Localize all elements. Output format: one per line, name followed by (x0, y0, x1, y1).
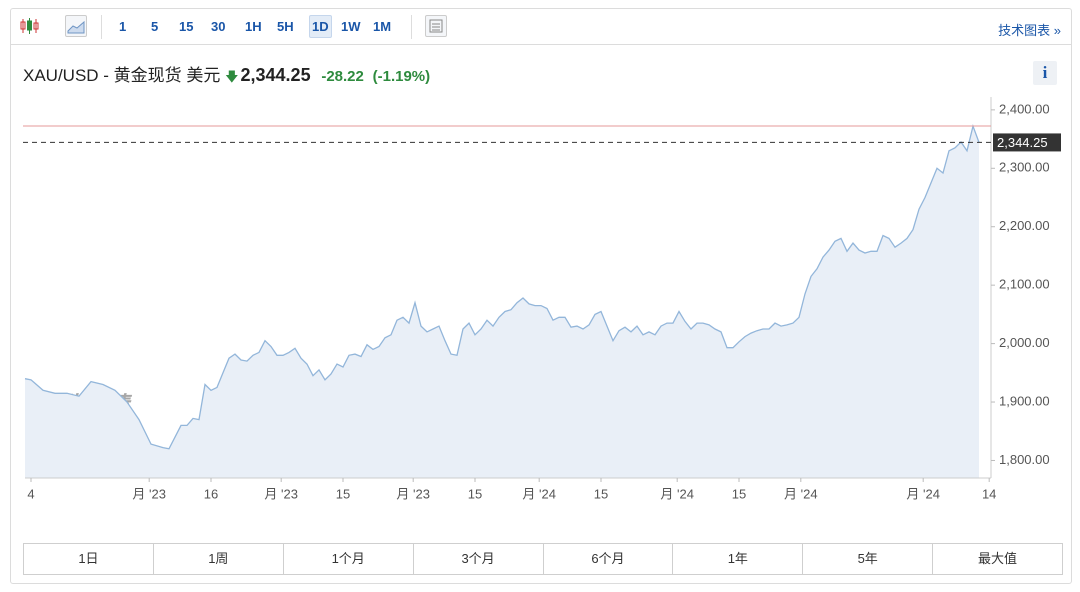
interval-button[interactable]: 1W (341, 19, 361, 34)
x-tick-label: 月 '23 (132, 486, 166, 501)
interval-button[interactable]: 30 (211, 19, 226, 34)
last-price-box (993, 133, 1061, 152)
range-bar: 1日 1周 1个月 3个月 6个月 1年 5年 最大值 (23, 543, 1063, 575)
y-tick-label: 1,800.00 (999, 452, 1050, 467)
interval-button[interactable]: 1H (245, 19, 262, 34)
symbol: XAU/USD - 黄金现货 美元 (23, 66, 221, 85)
interval-button[interactable]: 1 (119, 19, 127, 34)
x-tick-label: 15 (594, 486, 608, 501)
x-tick-label: 月 '24 (784, 486, 818, 501)
range-button[interactable]: 1个月 (284, 544, 414, 574)
price: 2,344.25 (240, 65, 311, 85)
range-button[interactable]: 6个月 (544, 544, 674, 574)
x-tick-label: 月 '24 (660, 486, 694, 501)
x-tick-label: 15 (336, 486, 350, 501)
x-tick-label: 16 (204, 486, 218, 501)
info-button[interactable]: i (1033, 61, 1057, 85)
interval-button[interactable]: 5 (151, 19, 159, 34)
change-pct: (-1.19%) (372, 68, 431, 85)
area-glyph (67, 20, 85, 34)
x-tick-label: 月 '24 (906, 486, 940, 501)
range-button[interactable]: 5年 (803, 544, 934, 574)
y-tick-label: 1,900.00 (999, 393, 1050, 408)
range-button[interactable]: 1日 (24, 544, 154, 574)
settings-glyph (429, 19, 443, 33)
y-tick-label: 2,000.00 (999, 335, 1050, 350)
candle-glyph (20, 18, 39, 34)
interval-button[interactable]: 1D (309, 15, 332, 38)
tech-chart-link[interactable]: 技术图表 » (998, 23, 1061, 38)
area-icon[interactable] (65, 15, 87, 37)
x-tick-label: 月 '24 (522, 486, 556, 501)
y-tick-label: 2,400.00 (999, 101, 1050, 116)
x-tick-label: 14 (982, 486, 996, 501)
x-tick-label: 15 (468, 486, 482, 501)
last-price-label: 2,344.25 (997, 135, 1048, 150)
interval-button[interactable]: 15 (179, 19, 194, 34)
quote-header: XAU/USD - 黄金现货 美元 🡇 2,344.25 -28.22 (-1.1… (23, 61, 430, 90)
price-line (24, 123, 980, 450)
settings-icon[interactable] (425, 15, 447, 37)
x-tick-label: 4 (27, 486, 34, 501)
separator (101, 15, 102, 39)
down-arrow: 🡇 (225, 69, 239, 84)
interval-button[interactable]: 1M (373, 19, 392, 34)
y-tick-label: 2,300.00 (999, 160, 1050, 175)
change: -28.22 (321, 68, 364, 85)
x-tick-label: 月 '23 (264, 486, 298, 501)
x-tick-label: 15 (732, 486, 746, 501)
toolbar: 1 5 15 30 1H 5H 1D 1W 1M 技术图表 » (11, 9, 1071, 45)
interval-button[interactable]: 5H (277, 19, 294, 34)
y-tick-label: 2,100.00 (999, 277, 1050, 292)
range-button[interactable]: 1周 (154, 544, 284, 574)
x-tick-label: 月 '23 (396, 486, 430, 501)
separator (411, 15, 412, 39)
y-tick-label: 2,200.00 (999, 218, 1050, 233)
chart: 英为财情Investing.com1,800.001,900.002,000.0… (23, 97, 1061, 501)
range-button[interactable]: 1年 (673, 544, 804, 574)
candle-icon[interactable] (19, 15, 41, 37)
area-fill (25, 126, 979, 478)
range-button[interactable]: 3个月 (414, 544, 544, 574)
range-button[interactable]: 最大值 (978, 551, 1018, 566)
